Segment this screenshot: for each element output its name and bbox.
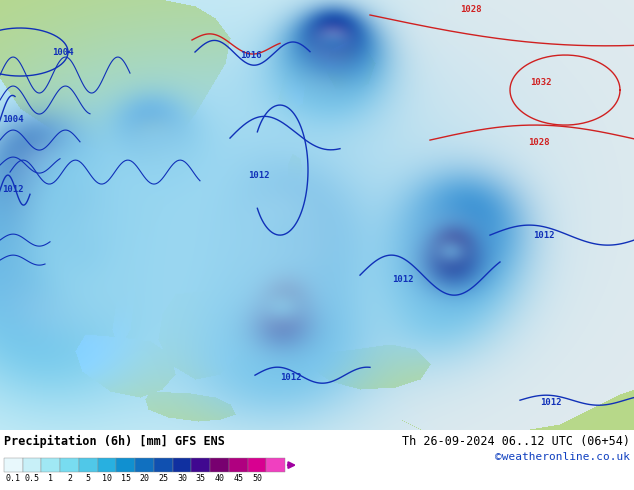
Bar [266,458,285,472]
Text: 1028: 1028 [460,5,481,14]
Text: 1012: 1012 [533,231,555,240]
Text: 0.5: 0.5 [25,474,39,483]
Text: 10: 10 [102,474,112,483]
Bar [79,458,98,472]
Bar [23,458,41,472]
Text: 1028: 1028 [528,138,550,147]
Bar [210,458,229,472]
Text: 25: 25 [158,474,168,483]
Text: 40: 40 [214,474,224,483]
Bar [60,458,79,472]
Text: 50: 50 [252,474,262,483]
Text: 1012: 1012 [392,275,413,284]
Text: 1: 1 [48,474,53,483]
Text: 20: 20 [139,474,150,483]
Text: 1012: 1012 [280,373,302,382]
Text: 1012: 1012 [2,185,23,194]
Bar [247,458,266,472]
Text: 1016: 1016 [240,51,261,60]
Text: 30: 30 [177,474,187,483]
Text: 15: 15 [120,474,131,483]
Bar [135,458,154,472]
Text: 45: 45 [233,474,243,483]
Text: 1004: 1004 [52,48,74,57]
Bar [41,458,60,472]
Text: 5: 5 [86,474,91,483]
Bar [191,458,210,472]
Text: 2: 2 [67,474,72,483]
Bar [117,458,135,472]
Text: ©weatheronline.co.uk: ©weatheronline.co.uk [495,452,630,462]
Bar [229,458,247,472]
Text: Th 26-09-2024 06..12 UTC (06+54): Th 26-09-2024 06..12 UTC (06+54) [402,435,630,448]
Text: 1012: 1012 [540,398,562,407]
Bar [4,458,23,472]
Bar [154,458,172,472]
Text: 1012: 1012 [248,171,269,180]
Bar [98,458,117,472]
Text: 1032: 1032 [530,78,552,87]
Text: 0.1: 0.1 [6,474,21,483]
Bar [172,458,191,472]
Text: 35: 35 [196,474,205,483]
Text: Precipitation (6h) [mm] GFS ENS: Precipitation (6h) [mm] GFS ENS [4,435,225,448]
Text: 1004: 1004 [2,115,23,124]
